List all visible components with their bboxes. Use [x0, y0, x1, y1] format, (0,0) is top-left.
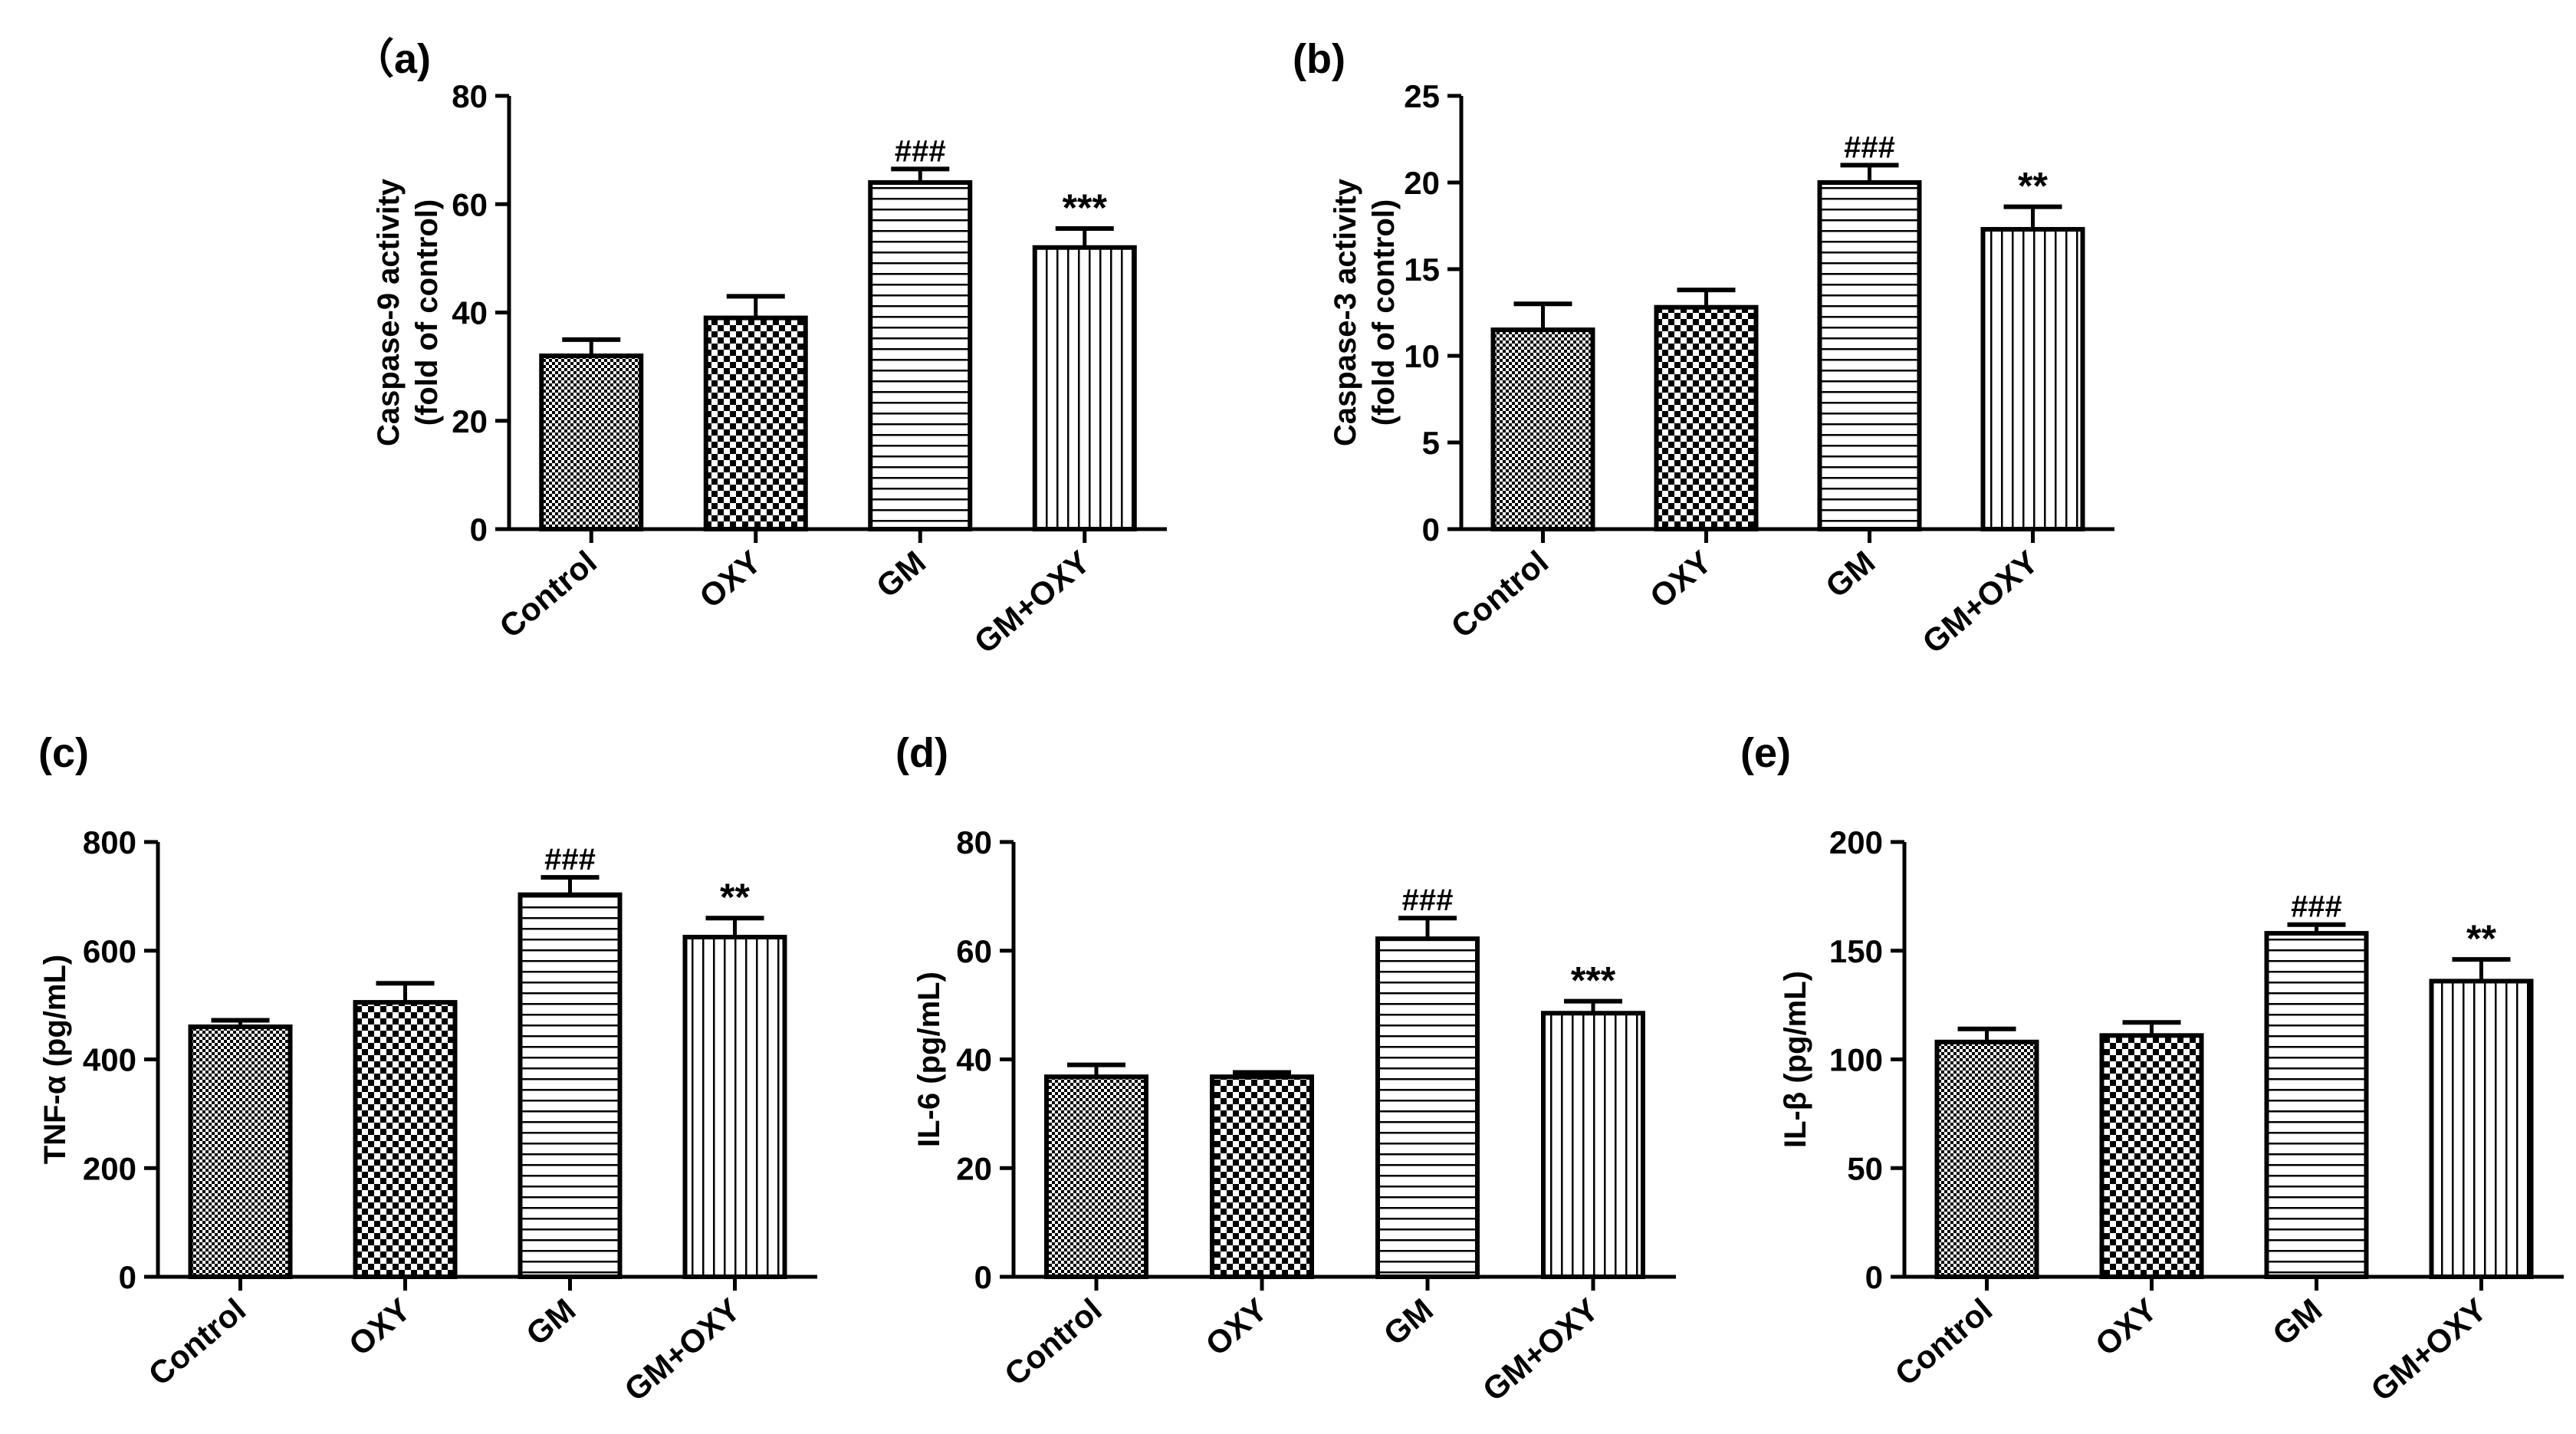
bar-d-gm-oxy: [1541, 1011, 1645, 1279]
y-tick-label-c: 200: [83, 1150, 136, 1186]
x-tick-label-b: GM: [1819, 544, 1881, 604]
significance-c-2: ###: [544, 843, 596, 877]
bar-d-gm: [1375, 936, 1480, 1279]
bar-e-gm-oxy: [2429, 978, 2534, 1279]
x-tick-label-d: GM+OXY: [1476, 1291, 1605, 1408]
y-tick-label-b: 15: [1404, 252, 1440, 288]
bar-e-oxy: [2099, 1033, 2204, 1279]
y-tick-label-c: 0: [119, 1259, 136, 1295]
x-tick-label-b: Control: [1444, 544, 1556, 645]
y-tick-label-a: 0: [470, 511, 488, 548]
x-tick-label-d: GM: [1377, 1291, 1440, 1352]
bar-b-gm-oxy: [1980, 227, 2085, 531]
x-tick-label-c: OXY: [342, 1291, 417, 1363]
bar-a-gm: [868, 180, 973, 531]
bar-b-oxy: [1654, 304, 1759, 531]
x-tick-label-e: Control: [1888, 1291, 1999, 1393]
panel-label-c: (c): [38, 730, 89, 776]
x-tick-label-c: Control: [142, 1291, 253, 1393]
x-tick-label-b: GM+OXY: [1916, 544, 2045, 660]
y-axis-label-b: Caspase-3 activity: [1329, 178, 1362, 446]
y-tick-label-b: 0: [1422, 511, 1440, 548]
x-tick-label-d: OXY: [1199, 1291, 1274, 1363]
x-tick-label-a: GM: [869, 544, 932, 604]
panel-e: (e) 0 50 100 150 200 IL-β (pg/mL) Control OXY GM #…: [1740, 730, 2564, 1408]
significance-d-2: ###: [1402, 883, 1454, 917]
y-tick-label-e: 100: [1829, 1042, 1883, 1078]
y-axis-label-c: TNF-α (pg/mL): [38, 955, 72, 1164]
y-tick-label-b: 10: [1404, 338, 1440, 374]
y-tick-label-d: 20: [956, 1150, 992, 1186]
bar-d-control: [1044, 1074, 1148, 1280]
y-tick-label-a: 40: [452, 295, 488, 331]
y-tick-label-d: 80: [956, 824, 992, 860]
y-tick-label-b: 25: [1404, 78, 1440, 114]
y-axis-label-a: (fold of control): [410, 199, 444, 426]
panel-label-d: (d): [895, 730, 948, 776]
y-tick-label-a: 20: [452, 403, 488, 439]
y-tick-label-c: 800: [83, 824, 136, 860]
y-axis-label-d: IL-6 (pg/mL): [912, 972, 946, 1147]
x-tick-label-a: Control: [492, 544, 603, 645]
panel-label-e: (e): [1740, 730, 1791, 776]
y-tick-label-c: 600: [83, 933, 136, 969]
y-tick-label-d: 60: [956, 933, 992, 969]
x-tick-label-e: OXY: [2088, 1291, 2164, 1363]
significance-a-2: ###: [895, 134, 946, 168]
bar-c-gm-oxy: [682, 935, 787, 1279]
significance-e-3: **: [2466, 917, 2496, 960]
y-tick-label-a: 60: [452, 186, 488, 222]
significance-b-3: **: [2018, 165, 2048, 208]
y-axis-label-a: Caspase-9 activity: [372, 178, 406, 446]
panel-d: (d) 0 20 40 60 80 IL-6 (pg/mL) Control OXY GM ### G…: [895, 730, 1676, 1408]
bar-c-gm: [518, 892, 623, 1280]
bar-b-gm: [1817, 180, 1922, 531]
bar-c-oxy: [353, 1000, 458, 1280]
bar-a-gm-oxy: [1032, 245, 1137, 531]
y-tick-label-a: 80: [452, 78, 488, 114]
y-tick-label-b: 5: [1422, 425, 1440, 461]
y-tick-label-c: 400: [83, 1042, 136, 1078]
significance-b-2: ###: [1844, 130, 1895, 164]
bar-b-control: [1490, 327, 1595, 531]
x-tick-label-e: GM: [2266, 1291, 2328, 1352]
panel-b: (b) 0 5 10 15 20 25 Caspase-3 activity (fold of …: [1293, 36, 2114, 660]
significance-a-3: ***: [1063, 186, 1108, 229]
panel-label-a: （a): [353, 36, 431, 82]
bar-c-control: [188, 1024, 293, 1279]
panel-label-b: (b): [1293, 36, 1346, 82]
x-tick-label-c: GM+OXY: [618, 1291, 748, 1408]
x-tick-label-e: GM+OXY: [2364, 1291, 2494, 1408]
y-tick-label-e: 200: [1829, 824, 1883, 860]
x-tick-label-b: OXY: [1643, 544, 1718, 615]
y-tick-label-e: 150: [1829, 933, 1883, 969]
panel-c: (c) 0 200 400 600 800 TNF-α (pg/mL) Control OXY G…: [38, 730, 817, 1408]
significance-c-3: **: [720, 876, 750, 919]
bar-e-control: [1934, 1039, 2039, 1279]
x-tick-label-a: OXY: [692, 544, 767, 615]
bar-d-oxy: [1210, 1074, 1314, 1280]
y-tick-label-e: 50: [1847, 1150, 1883, 1186]
y-tick-label-d: 40: [956, 1042, 992, 1078]
panel-a: （a) 0 20 40 60 80 Caspase-9 activity (fold of c…: [353, 36, 1167, 660]
bar-a-oxy: [703, 315, 808, 531]
bar-a-control: [539, 354, 644, 531]
y-tick-label-e: 0: [1865, 1259, 1883, 1295]
bar-e-gm: [2264, 931, 2369, 1279]
y-tick-label-d: 0: [974, 1259, 992, 1295]
x-tick-label-c: GM: [519, 1291, 582, 1352]
significance-d-3: ***: [1571, 959, 1616, 1002]
x-tick-label-d: Control: [997, 1291, 1109, 1393]
x-tick-label-a: GM+OXY: [968, 544, 1097, 660]
significance-e-2: ###: [2291, 890, 2342, 924]
y-axis-label-e: IL-β (pg/mL): [1779, 971, 1812, 1148]
y-tick-label-b: 20: [1404, 165, 1440, 201]
y-axis-label-b: (fold of control): [1367, 199, 1401, 426]
